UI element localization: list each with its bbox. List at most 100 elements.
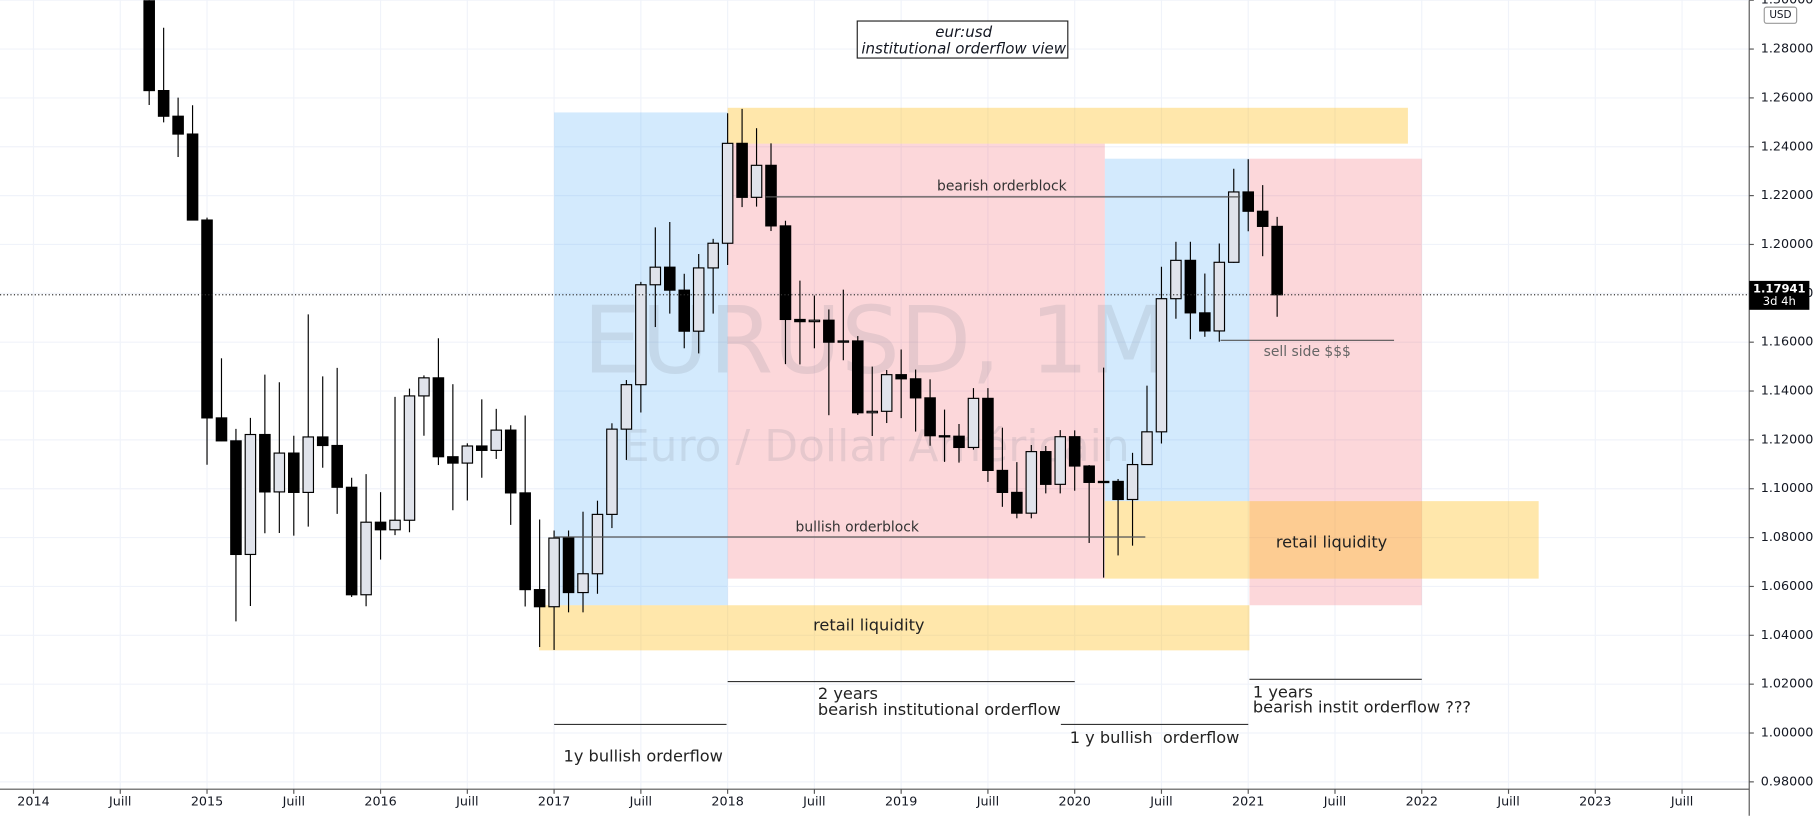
zone-liquidity xyxy=(727,107,1408,144)
countdown: 3d 4h xyxy=(1763,294,1796,308)
x-tick-label: Juill xyxy=(455,793,478,808)
annotation: bearish instit orderflow ??? xyxy=(1253,698,1471,717)
x-tick-label: 2020 xyxy=(1059,793,1091,808)
candle-body xyxy=(895,374,907,380)
candle-body xyxy=(967,397,980,449)
candle-body xyxy=(851,340,864,414)
x-tick-label: Juill xyxy=(629,793,652,808)
candle-body xyxy=(635,284,647,386)
x-tick-label: Juill xyxy=(282,793,305,808)
chart-title: eur:usd xyxy=(935,23,992,41)
x-tick-label: Juill xyxy=(1323,793,1346,808)
y-tick-label: 1.20000 xyxy=(1761,236,1814,251)
x-tick-label: 2023 xyxy=(1579,793,1611,808)
y-tick-label: 1.06000 xyxy=(1761,578,1814,593)
x-tick-label: 2021 xyxy=(1232,793,1264,808)
price-axis-bg xyxy=(1749,0,1814,816)
candle-body xyxy=(982,397,994,471)
candle-body xyxy=(1242,191,1255,212)
candle-body xyxy=(476,445,488,451)
annotation: 1 y bullish orderflow xyxy=(1070,728,1240,747)
candle-body xyxy=(1126,463,1139,501)
time-axis-bg xyxy=(0,789,1750,816)
candle-body xyxy=(1170,259,1182,300)
candle-body xyxy=(750,164,763,198)
candle-body xyxy=(533,589,546,608)
candle-body xyxy=(794,318,806,323)
x-tick-label: Juill xyxy=(802,793,825,808)
annotation: 1y bullish orderflow xyxy=(564,746,723,765)
candle-body xyxy=(418,377,430,397)
candle-body xyxy=(1039,451,1052,485)
candle-body xyxy=(823,319,835,343)
candle-body xyxy=(215,417,228,442)
y-tick-label: 1.02000 xyxy=(1761,676,1814,691)
zone-bear xyxy=(727,143,1105,579)
candle-body xyxy=(259,433,271,493)
currency-box xyxy=(1763,6,1798,24)
candle-body xyxy=(779,225,792,321)
annotations: eur:usd institutional orderflow view bea… xyxy=(554,20,1471,765)
x-tick-label: 2022 xyxy=(1406,793,1438,808)
candle-body xyxy=(996,469,1009,493)
candle-body xyxy=(1213,261,1226,332)
annotation: bullish orderblock xyxy=(796,520,919,536)
candle-body xyxy=(548,537,560,608)
candle-body xyxy=(562,537,575,594)
candle-body xyxy=(316,436,329,447)
candle-body xyxy=(461,445,474,464)
candle-body xyxy=(1068,436,1081,467)
candle-body xyxy=(201,219,213,419)
x-tick-label: 2019 xyxy=(885,793,917,808)
candle-body xyxy=(1112,480,1124,501)
candle-body xyxy=(157,89,170,117)
candle-body xyxy=(302,436,315,493)
x-tick-label: 2016 xyxy=(364,793,396,808)
candle-body xyxy=(172,115,184,135)
y-tick-label: 1.08000 xyxy=(1761,529,1814,544)
x-tick-label: Juill xyxy=(108,793,131,808)
candle-body xyxy=(577,573,589,594)
watermark: EURUSD, 1M xyxy=(583,287,1169,395)
candle-body xyxy=(1141,431,1153,466)
candle-body xyxy=(389,519,401,531)
annotation: bearish orderblock xyxy=(937,178,1067,194)
candle-body xyxy=(620,384,633,430)
candle-body xyxy=(360,521,372,596)
candle-body xyxy=(504,429,517,494)
candle-body xyxy=(1025,451,1038,514)
y-tick-label: 1.10000 xyxy=(1761,480,1814,495)
candle-body xyxy=(432,377,445,458)
candle-body xyxy=(678,289,691,332)
candle-body xyxy=(1054,436,1067,485)
y-tick-label: 0.98000 xyxy=(1761,773,1814,788)
candle-body xyxy=(403,395,416,521)
candle-body xyxy=(490,429,503,451)
zone-liquidity xyxy=(1104,501,1539,579)
y-tick-label: 1.22000 xyxy=(1761,187,1814,202)
x-tick-label: 2014 xyxy=(17,793,49,808)
candle-body xyxy=(331,444,343,488)
annotation: retail liquidity xyxy=(1276,532,1388,551)
candle-body xyxy=(880,374,893,412)
candle-body xyxy=(1184,259,1197,314)
x-tick-label: Juill xyxy=(976,793,999,808)
candle-body xyxy=(1097,480,1110,484)
candle-body xyxy=(591,513,604,575)
candle-body xyxy=(345,486,358,596)
last-price-box xyxy=(1749,280,1810,310)
candle-body xyxy=(663,266,676,291)
candle-body xyxy=(230,440,242,556)
candle-body xyxy=(288,452,300,493)
x-tick-label: Juill xyxy=(1670,793,1693,808)
candle-body xyxy=(447,456,459,464)
x-tick-label: 2018 xyxy=(711,793,743,808)
candle-body xyxy=(1083,465,1095,483)
x-tick-label: Juill xyxy=(1496,793,1519,808)
annotation: 1 years xyxy=(1253,683,1313,702)
candle-body xyxy=(938,435,951,438)
annotation: sell side $$$ xyxy=(1264,344,1351,360)
candle-body xyxy=(1227,191,1240,263)
x-tick-label: 2017 xyxy=(538,793,570,808)
